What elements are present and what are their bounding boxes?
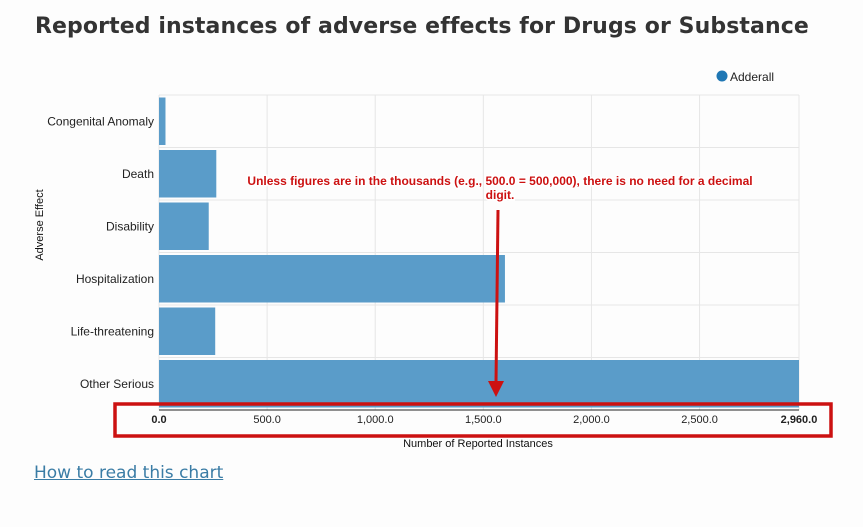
how-to-read-chart-link[interactable]: How to read this chart: [34, 463, 224, 483]
bars: [159, 97, 799, 408]
x-tick-label: 0.0: [151, 414, 166, 426]
bar-hospitalization[interactable]: [159, 255, 505, 303]
page-title: Reported instances of adverse effects fo…: [35, 14, 809, 39]
x-tick-label: 500.0: [253, 414, 281, 426]
x-tick-label: 2,000.0: [573, 414, 610, 426]
annotation-arrow-line: [494, 209, 500, 384]
grid-lines: [158, 94, 800, 411]
y-tick-label: Other Serious: [80, 377, 154, 391]
annotation: Unless figures are in the thousands (e.g…: [113, 173, 833, 438]
annotation-text-line1: Unless figures are in the thousands (e.g…: [247, 174, 752, 188]
x-axis-highlight-box: [113, 402, 833, 438]
legend-marker[interactable]: [716, 70, 728, 82]
y-tick-label: Disability: [106, 219, 154, 233]
bar-life-threatening[interactable]: [159, 307, 216, 356]
bar-death[interactable]: [159, 150, 217, 198]
y-axis-title: Adverse Effect: [34, 189, 46, 260]
y-tick-label: Death: [122, 167, 154, 181]
annotation-arrow-head: [488, 381, 504, 397]
y-tick-label: Hospitalization: [76, 272, 154, 286]
x-tick-label: 1,500.0: [465, 414, 502, 426]
bar-congenital-anomaly[interactable]: [159, 97, 166, 146]
bar-other-serious[interactable]: [159, 360, 799, 408]
x-tick-label: 1,000.0: [357, 414, 394, 426]
legend-label[interactable]: Adderall: [730, 70, 774, 84]
x-tick-label: 2,960.0: [781, 414, 818, 426]
y-tick-labels: Congenital Anomaly Death Disability Hospita…: [47, 114, 154, 391]
x-tick-label: 2,500.0: [681, 414, 718, 426]
x-axis-title: Number of Reported Instances: [403, 438, 553, 450]
annotation-text-line2: digit.: [486, 188, 515, 202]
x-tick-labels: 0.0 500.0 1,000.0 1,500.0 2,000.0 2,500.0 2,96…: [151, 414, 817, 426]
y-tick-label: Life-threatening: [71, 324, 154, 338]
y-tick-label: Congenital Anomaly: [47, 114, 154, 128]
bar-disability[interactable]: [159, 202, 209, 251]
